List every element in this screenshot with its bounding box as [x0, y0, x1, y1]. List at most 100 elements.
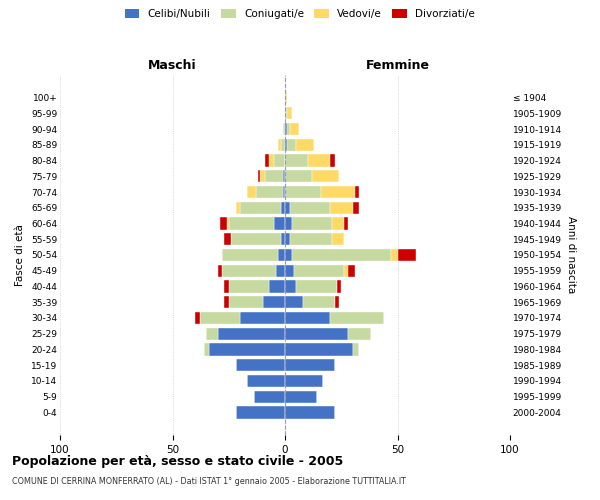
Bar — [285, 390, 317, 403]
Bar — [235, 359, 285, 372]
Bar — [343, 264, 348, 277]
Bar — [227, 218, 229, 230]
Bar — [285, 296, 303, 308]
Text: COMUNE DI CERRINA MONFERRATO (AL) - Dati ISTAT 1° gennaio 2005 - Elaborazione TU: COMUNE DI CERRINA MONFERRATO (AL) - Dati… — [12, 478, 406, 486]
Bar — [231, 233, 281, 245]
Bar — [285, 123, 287, 135]
Bar — [265, 154, 269, 166]
Bar — [235, 202, 240, 214]
Bar — [287, 123, 290, 135]
Bar — [276, 264, 285, 277]
Bar — [290, 233, 332, 245]
Bar — [218, 328, 285, 340]
Bar — [229, 280, 269, 292]
Bar — [285, 107, 287, 120]
Bar — [274, 218, 285, 230]
Bar — [285, 138, 287, 151]
Bar — [220, 218, 227, 230]
Bar — [199, 312, 240, 324]
Bar — [229, 296, 263, 308]
Bar — [240, 312, 285, 324]
Bar — [254, 390, 285, 403]
Text: Popolazione per età, sesso e stato civile - 2005: Popolazione per età, sesso e stato civil… — [12, 455, 343, 468]
Bar — [285, 344, 353, 355]
Bar — [278, 249, 285, 261]
Bar — [204, 344, 209, 355]
Bar — [296, 138, 314, 151]
Bar — [308, 154, 330, 166]
Bar — [263, 296, 285, 308]
Text: Maschi: Maschi — [148, 60, 197, 72]
Bar — [224, 296, 229, 308]
Bar — [292, 218, 332, 230]
Bar — [222, 264, 276, 277]
Bar — [281, 202, 285, 214]
Bar — [321, 186, 355, 198]
Bar — [283, 170, 285, 182]
Bar — [274, 154, 285, 166]
Y-axis label: Fasce di età: Fasce di età — [16, 224, 25, 286]
Bar — [285, 202, 290, 214]
Bar — [348, 264, 355, 277]
Bar — [283, 186, 285, 198]
Y-axis label: Anni di nascita: Anni di nascita — [566, 216, 576, 294]
Bar — [265, 170, 283, 182]
Bar — [330, 312, 384, 324]
Bar — [343, 218, 348, 230]
Bar — [290, 123, 299, 135]
Bar — [206, 328, 218, 340]
Bar — [285, 249, 292, 261]
Bar — [247, 375, 285, 387]
Bar — [285, 280, 296, 292]
Bar — [235, 406, 285, 418]
Bar — [285, 406, 335, 418]
Bar — [283, 123, 285, 135]
Bar — [348, 328, 371, 340]
Bar — [224, 233, 231, 245]
Bar — [287, 107, 292, 120]
Bar — [260, 170, 265, 182]
Bar — [224, 280, 229, 292]
Bar — [240, 202, 281, 214]
Bar — [285, 359, 335, 372]
Bar — [285, 312, 330, 324]
Bar — [312, 170, 339, 182]
Bar — [398, 249, 415, 261]
Bar — [269, 280, 285, 292]
Bar — [285, 92, 287, 104]
Bar — [335, 296, 339, 308]
Bar — [391, 249, 398, 261]
Bar — [353, 344, 359, 355]
Bar — [287, 138, 296, 151]
Bar — [290, 202, 330, 214]
Bar — [285, 218, 292, 230]
Bar — [296, 280, 337, 292]
Bar — [285, 233, 290, 245]
Bar — [258, 170, 260, 182]
Bar — [285, 154, 308, 166]
Bar — [281, 138, 285, 151]
Bar — [353, 202, 359, 214]
Bar — [337, 280, 341, 292]
Bar — [294, 264, 343, 277]
Bar — [330, 202, 353, 214]
Bar — [285, 186, 321, 198]
Bar — [209, 344, 285, 355]
Bar — [330, 154, 335, 166]
Bar — [285, 328, 348, 340]
Bar — [285, 264, 294, 277]
Bar — [269, 154, 274, 166]
Bar — [355, 186, 359, 198]
Bar — [292, 249, 391, 261]
Bar — [285, 375, 323, 387]
Bar — [256, 186, 283, 198]
Bar — [303, 296, 335, 308]
Bar — [332, 218, 343, 230]
Bar — [285, 170, 312, 182]
Bar — [222, 249, 278, 261]
Bar — [218, 264, 222, 277]
Bar — [278, 138, 281, 151]
Bar — [281, 233, 285, 245]
Legend: Celibi/Nubili, Coniugati/e, Vedovi/e, Divorziati/e: Celibi/Nubili, Coniugati/e, Vedovi/e, Di… — [121, 5, 479, 24]
Bar — [195, 312, 199, 324]
